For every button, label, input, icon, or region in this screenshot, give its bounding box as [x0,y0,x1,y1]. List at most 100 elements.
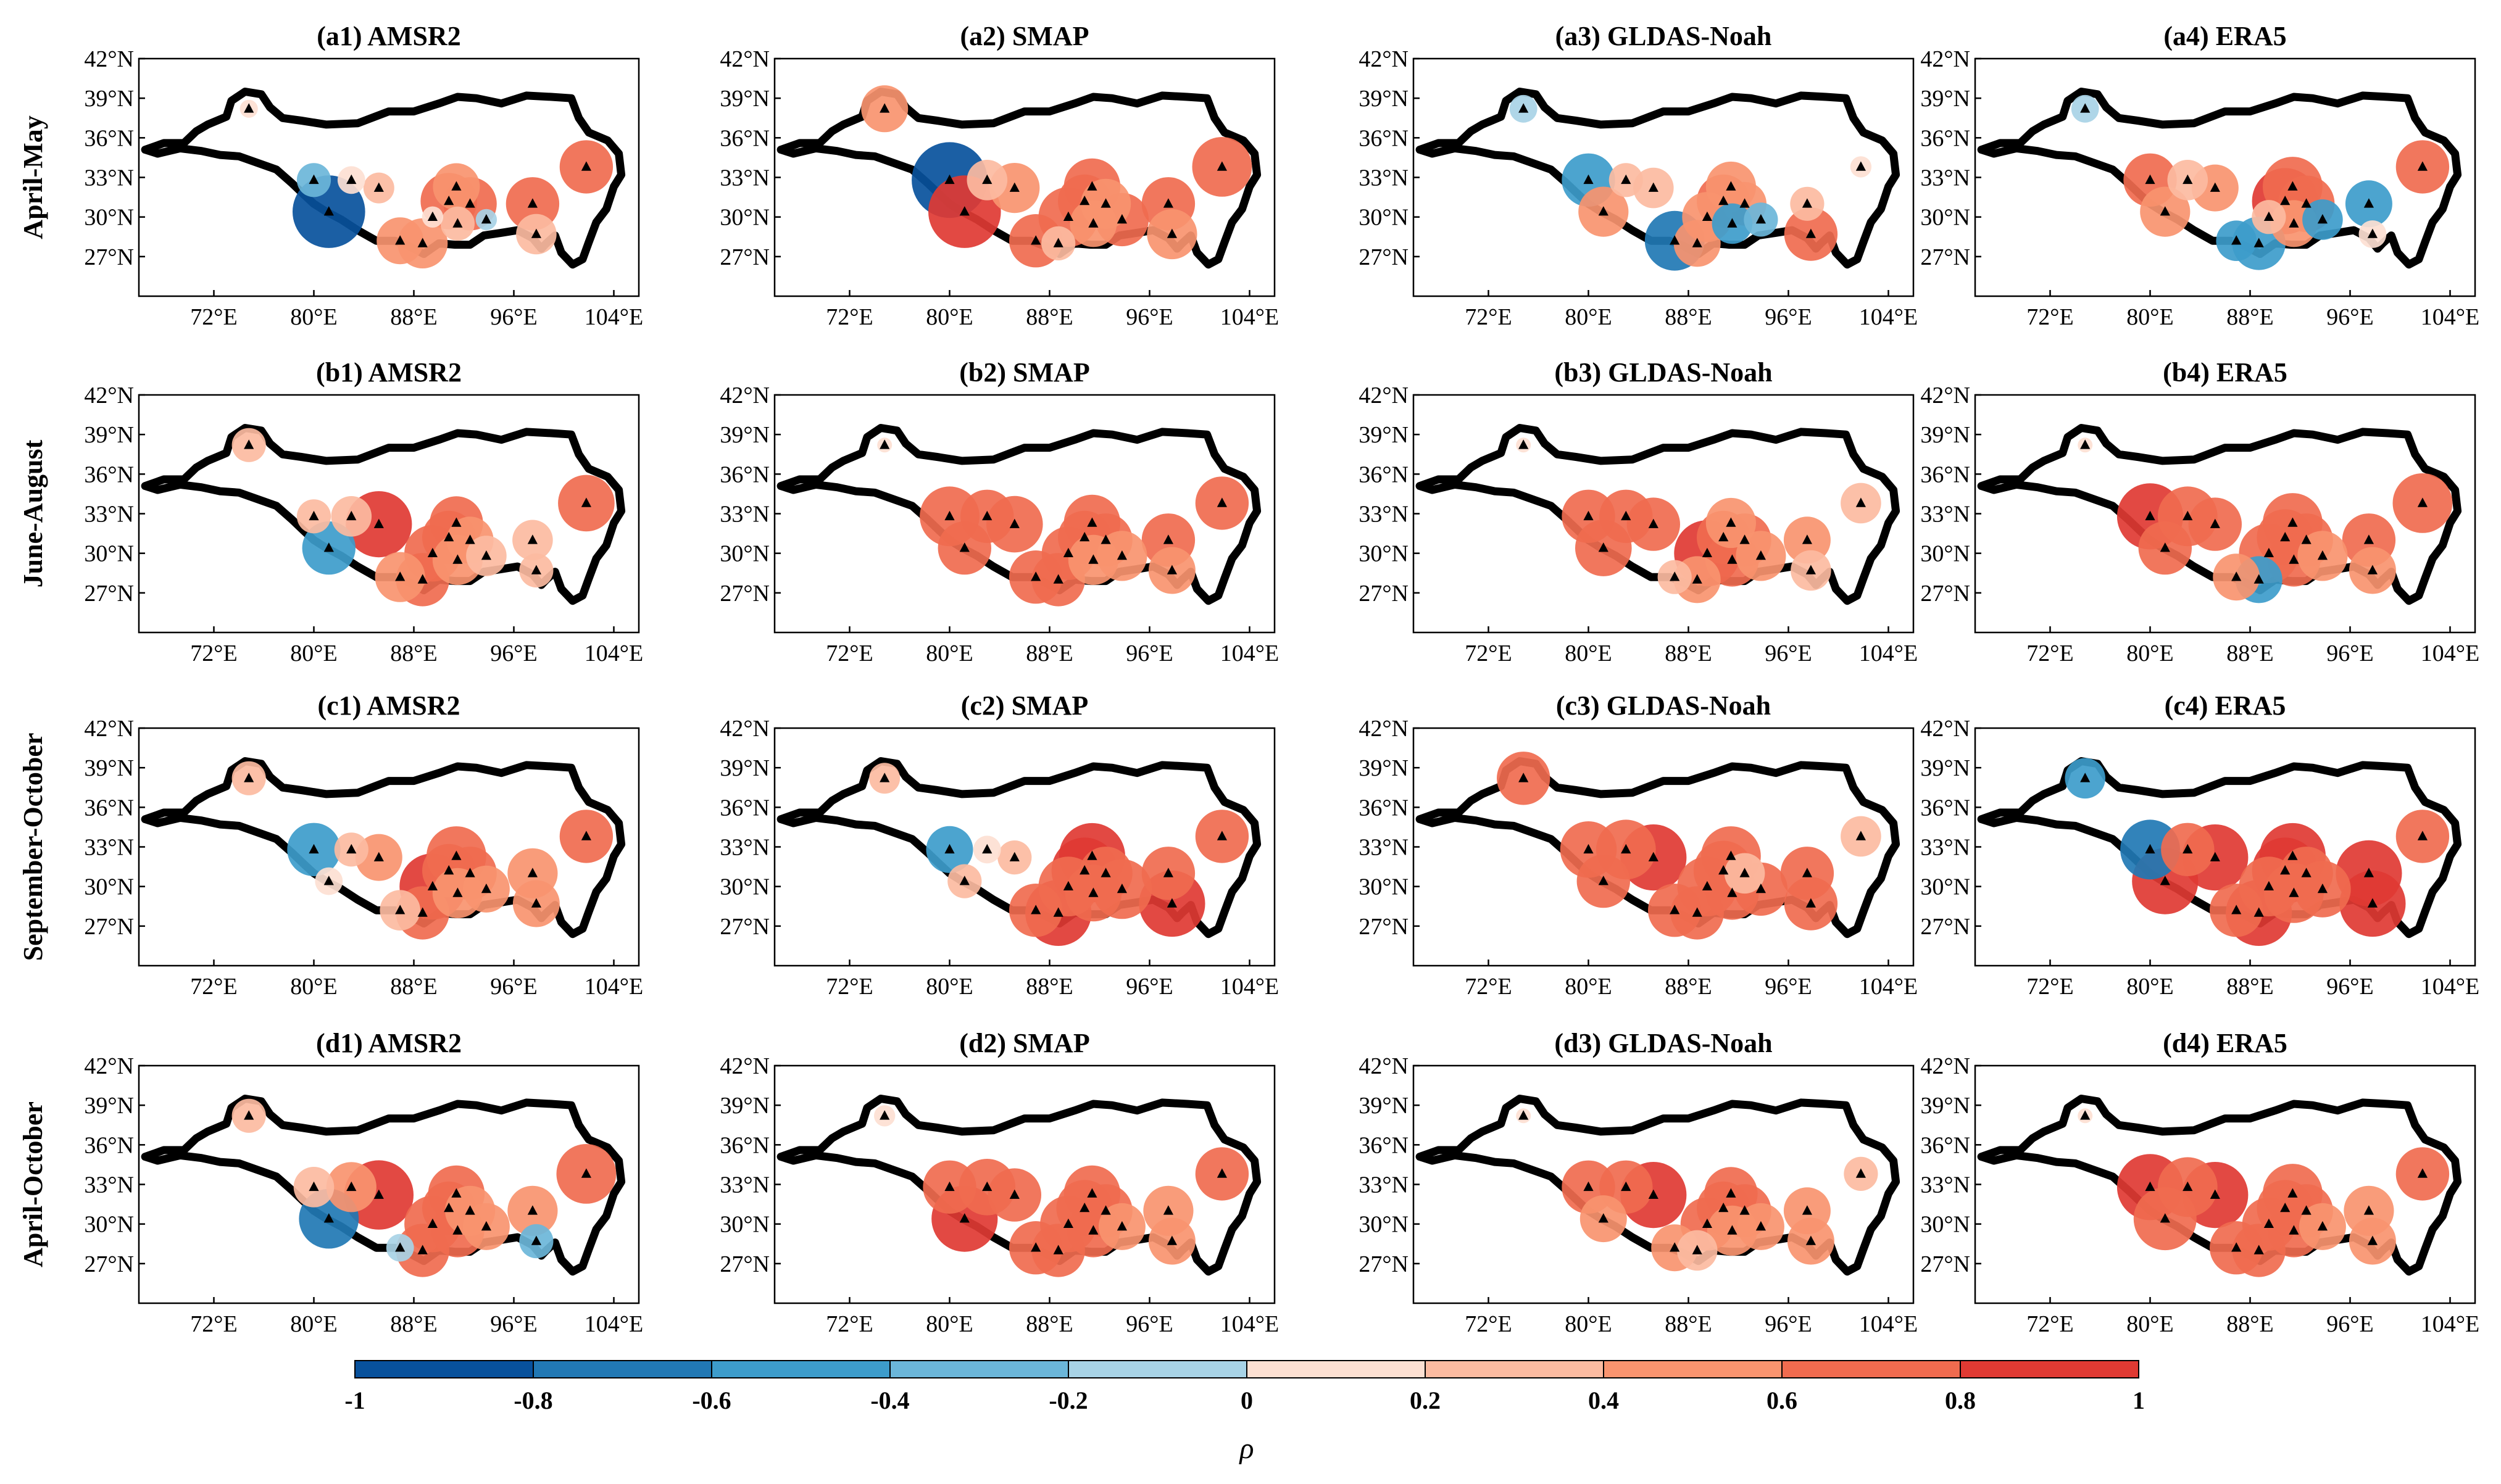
station-marker [244,773,254,782]
lon-tick-label: 88°E [390,1311,437,1337]
station-marker [1670,1242,1680,1252]
lon-tick-label: 80°E [290,304,337,330]
station-marker [1692,1245,1702,1254]
station-marker [1855,1168,1866,1178]
map-panel: (a3) GLDAS-Noah 42°N 39°N 36°N 33°N 30°N 27°N 7… [1359,21,1918,330]
lat-tick-label: 42°N [1359,383,1409,408]
station-marker [1217,1168,1227,1178]
lat-tick-label: 27°N [1359,581,1409,607]
lat-tick-label: 39°N [1359,1093,1409,1119]
lat-tick-label: 42°N [1359,716,1409,742]
map-panel: (d3) GLDAS-Noah 42°N 39°N 36°N 33°N 30°N 27°N 7… [1359,1028,1918,1337]
lon-tick-label: 80°E [926,304,973,330]
station-marker [427,881,438,890]
station-marker [2160,1213,2170,1223]
station-marker [1621,844,1631,854]
station-marker [417,907,428,917]
lat-tick-label: 42°N [1920,383,1970,408]
station-marker [1009,182,1020,192]
station-marker [451,850,462,860]
station-marker [1718,1203,1729,1212]
lat-tick-label: 39°N [1920,755,1970,781]
lon-tick-label: 96°E [1126,304,1173,330]
station-marker [2363,868,2374,877]
station-marker [1053,238,1063,247]
lon-tick-label: 104°E [585,974,643,1000]
lat-tick-label: 42°N [84,383,134,408]
colorbar-segment [1604,1361,1783,1378]
station-marker [373,1189,384,1199]
lon-tick-label: 80°E [1565,974,1612,1000]
colorbar-segment [712,1361,891,1378]
station-marker [1518,773,1529,782]
colorbar-title: ρ [1238,1432,1254,1465]
lat-tick-label: 33°N [1359,502,1409,528]
lat-tick-label: 39°N [84,755,134,781]
station-marker [1802,868,1812,877]
station-marker [323,542,334,552]
station-marker [1727,554,1737,564]
lat-tick-label: 36°N [1359,1132,1409,1158]
station-marker [2417,497,2428,507]
map-panel: (b4) ERA5 42°N 39°N 36°N 33°N 30°N 27°N 72°E 80°… [1920,357,2479,666]
station-marker [2417,831,2428,840]
lat-tick-label: 27°N [84,581,134,607]
lat-tick-label: 36°N [720,795,770,821]
lat-tick-label: 42°N [1359,1053,1409,1079]
row-label-2: September-October [18,733,48,961]
row-label-1: June-August [18,439,48,587]
map-panel: (c2) SMAP 42°N 39°N 36°N 33°N 30°N 27°N 72°E 80°… [720,690,1279,1000]
lat-tick-label: 39°N [720,1093,770,1119]
station-marker [1621,510,1631,521]
lon-tick-label: 88°E [1026,640,1073,666]
lat-tick-label: 30°N [1920,541,1970,567]
station-marker [2145,174,2155,184]
station-marker [1755,550,1766,560]
lon-tick-label: 104°E [1220,640,1279,666]
station-marker [2367,1235,2378,1245]
station-marker [2317,883,2328,893]
lon-tick-label: 96°E [1126,974,1173,1000]
station-marker [1217,831,1227,840]
lon-tick-label: 72°E [2026,640,2073,666]
station-marker [1648,182,1658,192]
row-labels: April-May June-August September-October Apr… [18,115,48,1267]
lon-tick-label: 104°E [2421,1311,2479,1337]
lat-tick-label: 39°N [1920,422,1970,448]
colorbar-tick-label: 0.6 [1767,1387,1797,1414]
station-marker [531,898,541,908]
lat-tick-label: 42°N [720,46,770,72]
station-marker [2253,1245,2264,1254]
station-marker [2363,198,2374,208]
station-marker [1101,534,1111,544]
station-marker [346,174,357,184]
lon-tick-label: 72°E [1465,640,1512,666]
station-marker [1009,518,1020,528]
station-marker [944,1181,955,1192]
station-marker [2287,1188,2298,1198]
station-marker [1670,235,1680,245]
map-panel: (c1) AMSR2 42°N 39°N 36°N 33°N 30°N 27°N 72°E 80… [84,690,643,1000]
station-marker [2253,574,2264,584]
station-marker [1117,883,1127,893]
lon-tick-label: 88°E [2226,974,2273,1000]
lat-tick-label: 39°N [84,422,134,448]
station-marker [2317,213,2328,224]
lat-tick-label: 27°N [1920,244,1970,270]
station-marker [944,844,955,854]
station-marker [309,1181,319,1192]
lon-tick-label: 80°E [2126,1311,2173,1337]
lon-tick-label: 72°E [1465,974,1512,1000]
lon-tick-label: 104°E [585,1311,643,1337]
station-marker [481,883,491,893]
colorbar: -1 -0.8 -0.6 -0.4 -0.2 0 0.2 0.4 0.6 0.8 1 ρ [344,1360,2145,1465]
colorbar-segment [1960,1361,2139,1378]
lat-tick-label: 30°N [84,1212,134,1238]
lon-tick-label: 72°E [190,974,237,1000]
lat-tick-label: 42°N [84,1053,134,1079]
station-marker [1101,868,1111,877]
station-marker [395,905,406,914]
station-marker [581,831,591,840]
station-marker [2145,510,2155,521]
colorbar-tick-label: 0.2 [1410,1387,1441,1414]
